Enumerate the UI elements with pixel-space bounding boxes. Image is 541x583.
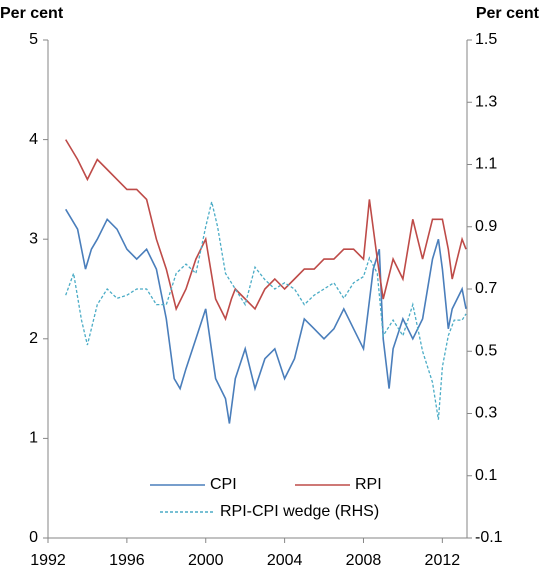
y-axis-label: Per cent (0, 5, 64, 22)
y-tick-label: 4 (29, 131, 38, 148)
y-tick-label: 2 (29, 330, 38, 347)
x-tick-label: 1996 (109, 552, 145, 569)
legend-label: RPI-CPI wedge (RHS) (220, 503, 379, 520)
y2-tick-label: 1.5 (475, 31, 497, 48)
y2-tick-label: 0.1 (475, 467, 497, 484)
legend-label: RPI (355, 476, 382, 493)
y2-tick-label: 1.3 (475, 93, 497, 110)
x-tick-label: 2000 (188, 552, 224, 569)
y-tick-label: 1 (29, 430, 38, 447)
y-tick-label: 3 (29, 230, 38, 247)
y2-tick-label: 0.9 (475, 218, 497, 235)
y2-tick-label: 0.7 (475, 280, 497, 297)
y2-tick-label: -0.1 (475, 529, 503, 546)
y2-tick-label: 1.1 (475, 156, 497, 173)
x-tick-label: 2012 (425, 552, 461, 569)
x-tick-label: 1992 (30, 552, 66, 569)
x-tick-label: 2008 (346, 552, 382, 569)
legend-label: CPI (210, 476, 237, 493)
y-tick-label: 5 (29, 31, 38, 48)
y2-tick-label: 0.5 (475, 342, 497, 359)
series-line (65, 201, 467, 420)
series-line (65, 139, 467, 322)
series-line (65, 208, 467, 424)
y2-axis-label: Per cent (476, 5, 540, 22)
y-tick-label: 0 (29, 529, 38, 546)
y2-tick-label: 0.3 (475, 405, 497, 422)
x-tick-label: 2004 (267, 552, 303, 569)
